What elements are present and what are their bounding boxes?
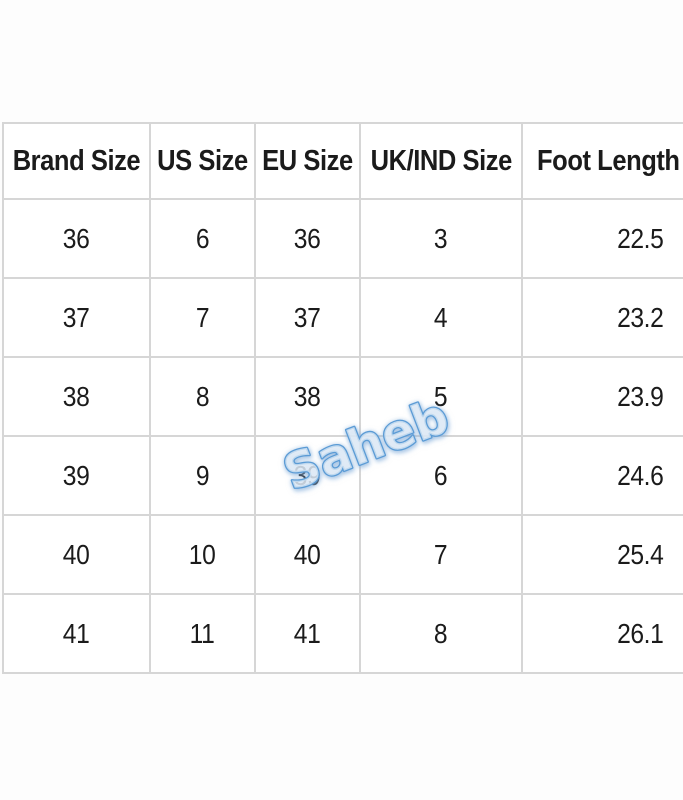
cell-us-size: 9 xyxy=(148,435,256,516)
table-row: 38 8 38 5 23.9 xyxy=(2,356,683,437)
cell-brand-size: 37 xyxy=(2,277,151,358)
cell-eu-size: 40 xyxy=(253,514,361,595)
cell-eu-size: 39 xyxy=(253,435,361,516)
header-label: Brand Size xyxy=(12,144,141,177)
cell-brand-size: 39 xyxy=(2,435,151,516)
cell-us-size: 10 xyxy=(148,514,256,595)
table-row: 37 7 37 4 23.2 xyxy=(2,277,683,358)
table-row: 40 10 40 7 25.4 xyxy=(2,514,683,595)
cell-brand-size: 40 xyxy=(2,514,151,595)
cell-us-size: 7 xyxy=(148,277,256,358)
cell-uk-ind-size: 3 xyxy=(358,198,524,279)
cell-us-size: 6 xyxy=(148,198,256,279)
header-uk-ind-size: UK/IND Size xyxy=(358,122,524,200)
table-header-row: Brand Size US Size EU Size UK/IND Size F… xyxy=(2,122,683,200)
header-label: US Size xyxy=(157,144,248,177)
cell-brand-size: 38 xyxy=(2,356,151,437)
cell-uk-ind-size: 7 xyxy=(358,514,524,595)
header-brand-size: Brand Size xyxy=(2,122,151,200)
cell-us-size: 11 xyxy=(148,593,256,674)
header-eu-size: EU Size xyxy=(253,122,361,200)
header-us-size: US Size xyxy=(148,122,256,200)
header-foot-length: Foot Length (Cm) xyxy=(521,122,683,200)
header-label: UK/IND Size xyxy=(370,144,512,177)
cell-eu-size: 36 xyxy=(253,198,361,279)
table-row: 41 11 41 8 26.1 xyxy=(2,593,683,674)
cell-foot-length: 25.4 xyxy=(521,514,683,595)
cell-foot-length: 22.5 xyxy=(521,198,683,279)
table-row: 39 9 39 6 24.6 xyxy=(2,435,683,516)
cell-uk-ind-size: 6 xyxy=(358,435,524,516)
size-chart-table: Brand Size US Size EU Size UK/IND Size F… xyxy=(2,122,683,674)
cell-eu-size: 37 xyxy=(253,277,361,358)
cell-us-size: 8 xyxy=(148,356,256,437)
cell-brand-size: 36 xyxy=(2,198,151,279)
cell-brand-size: 41 xyxy=(2,593,151,674)
header-label: Foot Length (Cm) xyxy=(537,144,683,177)
cell-foot-length: 23.2 xyxy=(521,277,683,358)
cell-foot-length: 23.9 xyxy=(521,356,683,437)
cell-uk-ind-size: 8 xyxy=(358,593,524,674)
cell-uk-ind-size: 5 xyxy=(358,356,524,437)
header-label: EU Size xyxy=(261,144,353,177)
cell-foot-length: 24.6 xyxy=(521,435,683,516)
table-row: 36 6 36 3 22.5 xyxy=(2,198,683,279)
cell-eu-size: 41 xyxy=(253,593,361,674)
cell-foot-length: 26.1 xyxy=(521,593,683,674)
cell-eu-size: 38 xyxy=(253,356,361,437)
cell-uk-ind-size: 4 xyxy=(358,277,524,358)
